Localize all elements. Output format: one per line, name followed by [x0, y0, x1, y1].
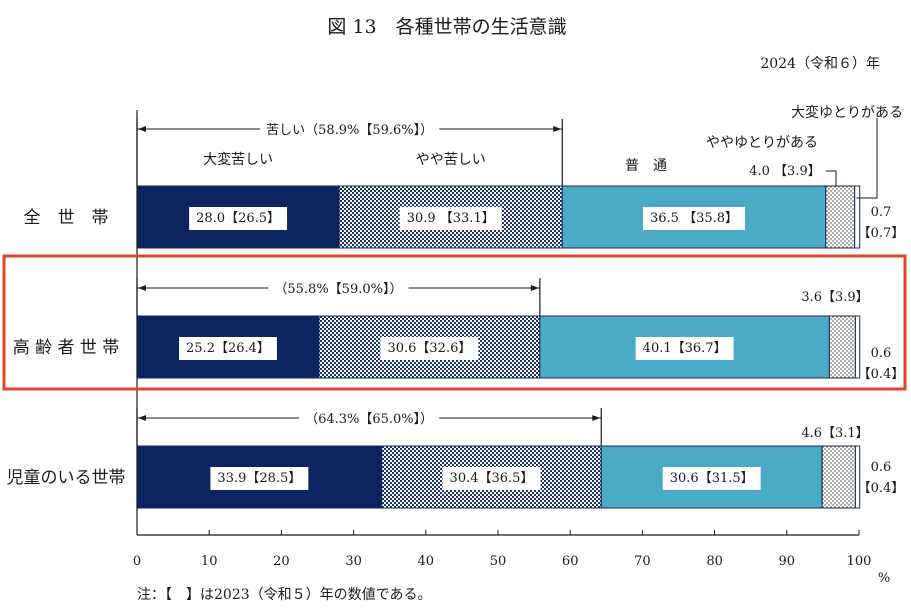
data-label-prior: 【0.4】 — [858, 481, 905, 496]
x-tick-label: 90 — [779, 554, 796, 569]
bracket-label-bg — [260, 120, 440, 140]
x-tick-label: 100 — [847, 554, 872, 569]
data-label-value: 0.6 — [871, 346, 892, 361]
bar-segment — [854, 185, 861, 249]
data-label-bg — [210, 467, 309, 490]
x-tick-label: 80 — [706, 554, 723, 569]
x-tick-label: 40 — [418, 554, 435, 569]
series-name: やや苦しい — [416, 152, 486, 168]
chart-title: 図 13 各種世帯の生活意識 — [327, 16, 566, 38]
leader-line — [856, 118, 878, 199]
year-label: 2024（令和６）年 — [760, 56, 880, 72]
category-label: 児童のいる世帯 — [7, 468, 126, 488]
bar-segment — [338, 185, 563, 249]
category-label: 高 齢 者 世 帯 — [13, 338, 120, 358]
data-label: 4.0 【3.9】 — [749, 164, 820, 179]
data-label: 36.5 【35.8】 — [650, 211, 738, 226]
data-label: 28.0【26.5】 — [196, 211, 280, 226]
data-label-prior: 【0.4】 — [858, 367, 905, 382]
data-label-prior: 【0.7】 — [858, 226, 905, 241]
data-label: 30.6【31.5】 — [670, 471, 754, 486]
data-label-bg — [442, 467, 541, 490]
data-label-group: 30.4【36.5】 — [442, 467, 541, 490]
series-name: 普 通 — [625, 158, 667, 174]
data-label: 4.6【3.1】 — [801, 426, 868, 441]
x-tick-label: 50 — [490, 554, 507, 569]
series-name: ややゆとりがある — [706, 135, 818, 151]
data-label: 30.9 【33.1】 — [407, 211, 495, 226]
data-label-group: 30.9 【33.1】 — [399, 207, 502, 230]
data-label-group: 28.0【26.5】 — [189, 207, 288, 230]
data-label: 30.4【36.5】 — [450, 471, 534, 486]
data-label-group: 33.9【28.5】 — [210, 467, 309, 490]
x-tick-label: 20 — [273, 554, 290, 569]
data-label-group: 36.5 【35.8】 — [643, 207, 746, 230]
category-label: 全 世 帯 — [24, 208, 109, 228]
data-label-bg — [189, 207, 288, 230]
data-label: 25.2【26.4】 — [186, 341, 270, 356]
bracket-arrow — [138, 285, 146, 291]
bracket-arrow — [138, 415, 146, 421]
series-name: 大変ゆとりがある — [791, 104, 903, 121]
x-unit: % — [878, 571, 890, 586]
data-label-group: 30.6【31.5】 — [662, 467, 761, 490]
bracket-arrow — [553, 126, 562, 132]
highlight-box — [2, 254, 907, 391]
chart-note: 注：【 】は2023（令和５）年の数値である。 — [137, 587, 432, 603]
data-label: 3.6【3.9】 — [801, 290, 868, 305]
data-label-value: 0.6 — [871, 460, 892, 475]
data-label: 30.6【32.6】 — [387, 341, 471, 356]
bar-segment — [821, 445, 856, 509]
bar-segment — [828, 315, 856, 379]
data-label-group: 25.2【26.4】 — [179, 337, 277, 360]
data-label-bg — [179, 337, 277, 360]
series-name: 大変苦しい — [203, 151, 273, 168]
bracket-label-group: 苦しい（58.9%【59.6%】） — [260, 120, 440, 140]
x-tick-label: 0 — [133, 554, 141, 569]
bracket-label-bg — [299, 410, 440, 429]
x-tick-label: 10 — [201, 554, 218, 569]
data-label-bg — [643, 207, 746, 230]
data-label-bg — [635, 337, 734, 360]
bracket-arrow — [530, 285, 539, 291]
bracket-arrow — [138, 126, 146, 132]
bracket-label-bg — [268, 280, 409, 299]
data-label-group: 40.1【36.7】 — [635, 337, 734, 360]
bracket-label: （64.3%【65.0%】） — [305, 412, 433, 427]
bracket-label: （55.8%【59.0%】） — [274, 282, 402, 297]
data-label: 33.9【28.5】 — [217, 471, 301, 486]
bar-segment — [854, 445, 861, 509]
x-tick-label: 60 — [562, 554, 579, 569]
bracket-label-group: （64.3%【65.0%】） — [299, 410, 440, 429]
bracket-label: 苦しい（58.9%【59.6%】） — [266, 122, 433, 138]
data-label-bg — [399, 207, 502, 230]
data-label-bg — [380, 337, 479, 360]
data-label-value: 0.7 — [871, 205, 892, 220]
x-tick-label: 70 — [634, 554, 651, 569]
bracket-arrow — [592, 415, 601, 421]
bracket-label-group: （55.8%【59.0%】） — [268, 280, 409, 299]
data-label-bg — [662, 467, 761, 490]
leader-line — [826, 170, 837, 186]
data-label: 40.1【36.7】 — [643, 341, 727, 356]
x-tick-label: 30 — [345, 554, 362, 569]
bar-segment — [825, 185, 856, 249]
bar-segment — [854, 315, 861, 379]
data-label-group: 30.6【32.6】 — [380, 337, 479, 360]
